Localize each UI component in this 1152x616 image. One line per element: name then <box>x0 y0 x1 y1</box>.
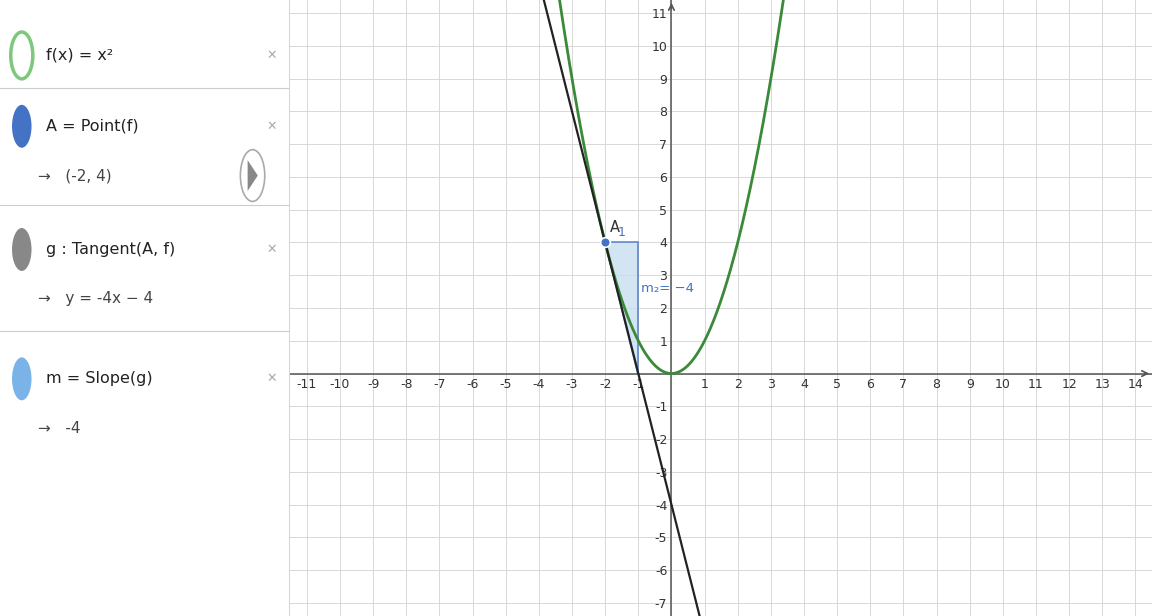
Circle shape <box>241 150 265 201</box>
Text: A = Point(f): A = Point(f) <box>46 119 139 134</box>
Text: ✕: ✕ <box>266 243 276 256</box>
Text: →   y = -4x − 4: → y = -4x − 4 <box>38 291 153 306</box>
Text: ✕: ✕ <box>266 49 276 62</box>
Text: →   (-2, 4): → (-2, 4) <box>38 168 112 183</box>
Circle shape <box>12 104 32 148</box>
Text: m₂= −4: m₂= −4 <box>641 282 694 295</box>
Text: g : Tangent(A, f): g : Tangent(A, f) <box>46 242 176 257</box>
Text: →   -4: → -4 <box>38 421 81 436</box>
Polygon shape <box>248 160 258 191</box>
Circle shape <box>10 32 32 79</box>
Text: f(x) = x²: f(x) = x² <box>46 48 114 63</box>
Circle shape <box>12 227 32 272</box>
Text: m = Slope(g): m = Slope(g) <box>46 371 153 386</box>
Text: ✕: ✕ <box>266 372 276 386</box>
Text: ✕: ✕ <box>266 120 276 133</box>
Text: 1: 1 <box>617 225 626 238</box>
Polygon shape <box>605 243 638 373</box>
Circle shape <box>12 357 32 401</box>
Text: A: A <box>609 221 620 235</box>
